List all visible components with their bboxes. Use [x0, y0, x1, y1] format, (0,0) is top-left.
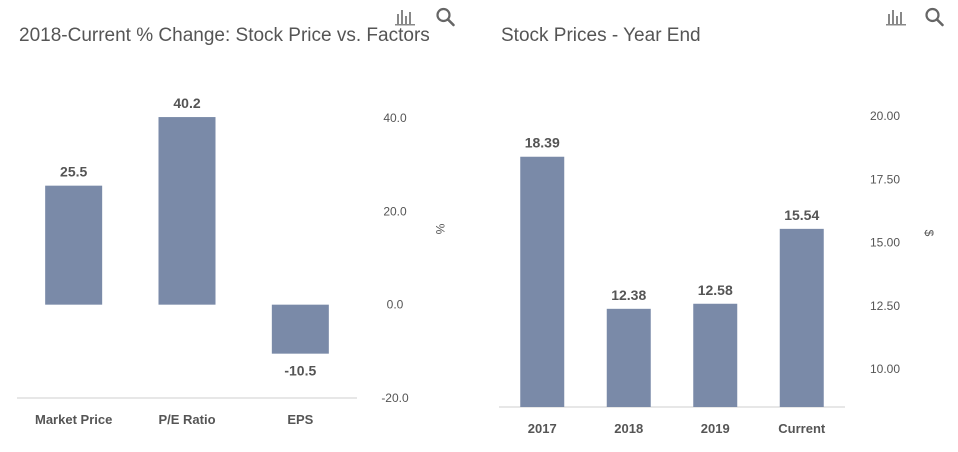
data-label: 25.5 — [60, 164, 87, 180]
bar-eps[interactable] — [271, 304, 329, 354]
y-tick-label: 0.0 — [387, 298, 404, 312]
search-icon[interactable] — [923, 6, 947, 28]
bar-current[interactable] — [779, 228, 824, 407]
prices-bar-chart: 18.39 2017 12.38 2018 12.58 2019 15.54 Current 2… — [499, 109, 936, 436]
y-tick-label: 20.00 — [870, 109, 900, 123]
search-icon[interactable] — [434, 6, 458, 28]
y-tick-label: -20.0 — [381, 391, 409, 405]
category-label: Current — [778, 421, 826, 436]
bar-2017[interactable] — [520, 156, 565, 407]
data-label: 40.2 — [173, 95, 200, 111]
chart-panel-prices: Stock Prices - Year End 18.39 2017 12.38 20… — [480, 0, 958, 452]
bar-chart-icon[interactable] — [394, 6, 418, 28]
y-tick-label: 15.00 — [870, 236, 900, 250]
data-label: 15.54 — [784, 207, 819, 223]
bar-p-e-ratio[interactable] — [158, 117, 216, 305]
chart-title-prices: Stock Prices - Year End — [501, 25, 701, 46]
factors-bar-chart: 25.5 Market Price 40.2 P/E Ratio -10.5 EPS 40.… — [17, 95, 447, 427]
category-label: 2018 — [614, 421, 643, 436]
y-tick-label: 40.0 — [383, 111, 407, 125]
category-label: EPS — [287, 412, 313, 427]
chart-panel-factors: 2018-Current % Change: Stock Price vs. F… — [17, 6, 458, 427]
bar-2019[interactable] — [693, 303, 738, 407]
data-label: 12.38 — [611, 287, 646, 303]
chart-title-factors: 2018-Current % Change: Stock Price vs. F… — [19, 25, 430, 46]
bar-chart-icon[interactable] — [885, 6, 909, 28]
category-label: 2019 — [701, 421, 730, 436]
y-tick-label: 17.50 — [870, 172, 900, 186]
category-label: Market Price — [35, 412, 112, 427]
bar-2018[interactable] — [606, 308, 651, 407]
category-label: P/E Ratio — [158, 412, 215, 427]
data-label: 18.39 — [525, 135, 560, 151]
y-tick-label: 20.0 — [383, 204, 407, 218]
bar-market-price[interactable] — [45, 185, 103, 305]
y-axis-label: % — [433, 224, 447, 235]
category-label: 2017 — [528, 421, 557, 436]
y-tick-label: 10.00 — [870, 362, 900, 376]
y-tick-label: 12.50 — [870, 299, 900, 313]
data-label: 12.58 — [698, 282, 733, 298]
data-label: -10.5 — [284, 363, 316, 379]
y-axis-label: $ — [922, 230, 936, 237]
